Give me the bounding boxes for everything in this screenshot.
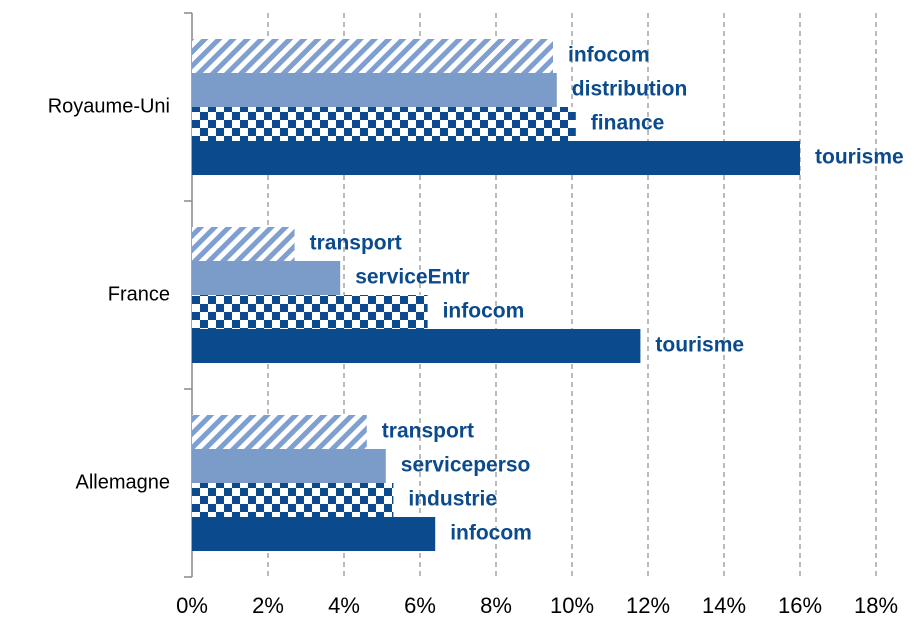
bar-label: distribution — [572, 78, 687, 101]
x-tick-label: 0% — [176, 593, 208, 618]
bar-label: infocom — [443, 300, 525, 323]
bar — [192, 483, 394, 517]
bar-label: transport — [310, 232, 402, 255]
x-tick-label: 8% — [480, 593, 512, 618]
x-tick-label: 6% — [404, 593, 436, 618]
bar-label: serviceEntr — [355, 266, 469, 289]
bar — [192, 39, 553, 73]
bar-label: tourisme — [815, 146, 904, 169]
bar-label: industrie — [408, 488, 497, 511]
bar — [192, 295, 428, 329]
bar — [192, 449, 386, 483]
x-tick-label: 2% — [252, 593, 284, 618]
bar — [192, 261, 341, 295]
bar — [192, 329, 641, 363]
bar-label: infocom — [450, 522, 532, 545]
x-tick-label: 4% — [328, 593, 360, 618]
x-tick-label: 12% — [626, 593, 670, 618]
bar-label: transport — [382, 420, 474, 443]
category-label: France — [108, 283, 170, 305]
bar — [192, 415, 367, 449]
category-label: Allemagne — [75, 471, 170, 493]
x-tick-label: 10% — [550, 593, 594, 618]
bar-label: finance — [591, 112, 665, 135]
x-tick-label: 14% — [702, 593, 746, 618]
bar — [192, 73, 557, 107]
bar — [192, 107, 576, 141]
category-label: Royaume-Uni — [48, 95, 170, 117]
x-tick-label: 18% — [854, 593, 898, 618]
bar — [192, 227, 295, 261]
bar — [192, 517, 436, 551]
bar-label: infocom — [568, 44, 650, 67]
bar-label: tourisme — [655, 334, 744, 357]
bar-label: serviceperso — [401, 454, 531, 477]
bar — [192, 141, 800, 175]
x-tick-label: 16% — [778, 593, 822, 618]
